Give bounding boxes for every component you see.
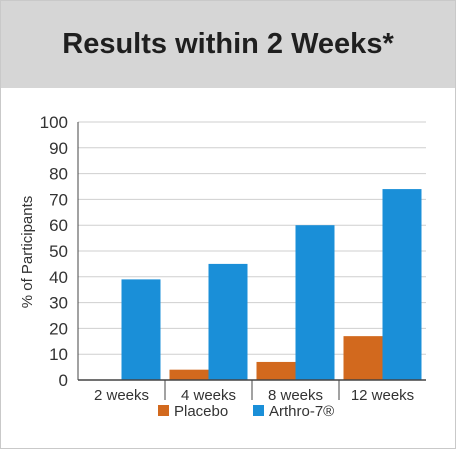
bar-arthro7-1 bbox=[208, 263, 248, 380]
y-tick-label: 0 bbox=[59, 371, 68, 390]
y-tick-label: 20 bbox=[49, 319, 68, 338]
bar-arthro7-2 bbox=[295, 225, 335, 380]
bar-arthro7-3 bbox=[382, 189, 422, 380]
y-tick-label: 70 bbox=[49, 190, 68, 209]
x-tick-label: 12 weeks bbox=[351, 387, 414, 404]
x-tick-labels: 2 weeks 4 weeks 8 weeks 12 weeks bbox=[94, 387, 414, 404]
x-tick-label: 4 weeks bbox=[181, 387, 236, 404]
y-axis-label: % of Participants bbox=[19, 196, 36, 309]
bar-placebo-2 bbox=[256, 361, 296, 380]
bar-arthro7-0 bbox=[121, 279, 161, 380]
axes bbox=[77, 122, 426, 400]
bar-placebo-3 bbox=[343, 336, 383, 380]
legend-label-arthro7: Arthro-7® bbox=[269, 403, 334, 420]
bars bbox=[121, 189, 422, 380]
chart-header: Results within 2 Weeks* bbox=[1, 1, 455, 88]
y-tick-label: 50 bbox=[49, 242, 68, 261]
legend-label-placebo: Placebo bbox=[174, 403, 228, 420]
y-tick-label: 90 bbox=[49, 139, 68, 158]
y-tick-label: 100 bbox=[40, 113, 68, 132]
y-tick-label: 60 bbox=[49, 216, 68, 235]
x-tick-label: 8 weeks bbox=[268, 387, 323, 404]
y-tick-label: 10 bbox=[49, 345, 68, 364]
y-tick-label: 30 bbox=[49, 294, 68, 313]
y-tick-labels: 0 10 20 30 40 50 60 70 80 90 100 bbox=[40, 113, 68, 390]
x-tick-label: 2 weeks bbox=[94, 387, 149, 404]
y-tick-label: 40 bbox=[49, 268, 68, 287]
legend-swatch-placebo bbox=[158, 405, 169, 416]
chart-title: Results within 2 Weeks* bbox=[62, 28, 394, 60]
legend-swatch-arthro7 bbox=[253, 405, 264, 416]
y-tick-label: 80 bbox=[49, 165, 68, 184]
bar-placebo-1 bbox=[169, 369, 209, 380]
legend: Placebo Arthro-7® bbox=[158, 403, 334, 420]
